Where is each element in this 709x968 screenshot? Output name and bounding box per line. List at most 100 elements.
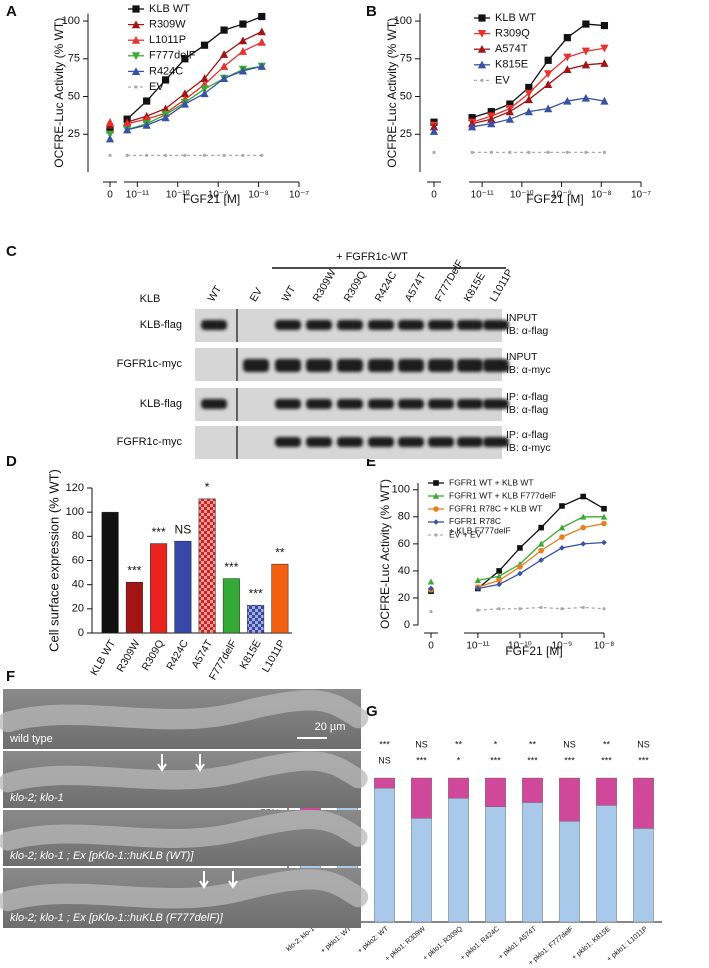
data-point (538, 547, 544, 554)
treatment-label: + FGFR1c-WT (336, 251, 408, 263)
data-point (238, 66, 248, 75)
blot-band (337, 359, 363, 372)
data-point (125, 153, 129, 157)
bar-segment (559, 821, 580, 923)
data-point (467, 122, 477, 131)
legend-marker (432, 492, 440, 499)
legend-label: R309W (149, 19, 186, 31)
data-point (505, 107, 515, 116)
data-point (560, 607, 564, 611)
caption: klo-2; klo-1 ; Ex [pKlo-1::huKLB (WT)] (10, 850, 194, 862)
data-point (105, 118, 115, 126)
x-axis-label: FGF21 [M] (526, 192, 583, 206)
lane-label: WT (280, 283, 299, 304)
data-point (476, 608, 480, 612)
significance: *** (416, 755, 427, 765)
lane-label: R424C (373, 269, 400, 304)
lane-label: K815E (462, 271, 488, 304)
caption: klo-2; klo-1 (10, 792, 64, 804)
data-point (600, 513, 608, 520)
lane-header: KLB (140, 293, 161, 305)
data-point (517, 545, 523, 551)
legend-marker (434, 533, 438, 537)
row-detail: IP: α-flag (506, 429, 548, 441)
x-tick-label: R309W (114, 638, 142, 674)
arrow (199, 871, 209, 889)
y-tick-label: 50 (400, 90, 412, 102)
bar-segment (448, 797, 469, 923)
legend-label: R424C (149, 65, 183, 77)
significance: *** (127, 563, 141, 577)
bar-segment (633, 828, 654, 923)
data-point (428, 585, 434, 592)
x-tick-label: L1011P (260, 638, 288, 675)
legend-marker (477, 30, 487, 38)
worm (0, 751, 368, 793)
significance: *** (490, 755, 501, 765)
data-point (580, 541, 586, 547)
legend-label: FGFR1 R78C + KLB WT (449, 503, 542, 513)
data-point (580, 493, 586, 500)
data-point (563, 34, 571, 42)
y-tick-label: 120 (66, 482, 84, 494)
blot-band (306, 399, 332, 409)
data-point (524, 107, 533, 116)
data-point (559, 503, 565, 509)
legend-label: F777delF (149, 50, 196, 62)
legend-marker (477, 45, 487, 53)
legend-marker (131, 20, 141, 29)
bar-segment (596, 777, 617, 806)
legend-label: KLB WT (495, 12, 536, 24)
bar-segment (633, 777, 654, 829)
blot-band (368, 399, 394, 409)
significance: * (457, 755, 461, 765)
data-point (123, 119, 132, 128)
x-tick-label: 0 (107, 190, 113, 201)
legend-marker (433, 519, 439, 525)
bar-segment (485, 777, 506, 807)
significance: NS (378, 755, 391, 765)
significance: NS (563, 739, 576, 749)
data-point (544, 56, 552, 64)
data-point (200, 41, 209, 49)
series-line (471, 62, 605, 125)
blot-band (398, 437, 424, 447)
blot-band (457, 359, 483, 372)
data-point (546, 150, 550, 154)
legend-marker (433, 480, 439, 486)
y-tick-label: 60 (72, 554, 84, 566)
data-point (602, 150, 607, 154)
significance: NS (175, 522, 192, 536)
data-point (508, 150, 512, 154)
data-point (601, 505, 607, 512)
data-point (581, 60, 591, 69)
legend-label: A574T (495, 43, 528, 55)
x-tick-label: + pklo1: L1011P (606, 925, 649, 963)
bar-segment (374, 777, 395, 789)
blot-band (457, 437, 483, 447)
legend-marker (131, 67, 141, 75)
data-point (258, 12, 266, 21)
blot-band (275, 359, 301, 372)
y-tick-label: 40 (398, 565, 410, 577)
data-point (518, 607, 522, 611)
bar-segment (596, 805, 617, 923)
bar (198, 498, 216, 634)
data-point (200, 85, 209, 94)
significance: ** (275, 545, 285, 559)
data-point (220, 26, 228, 34)
data-point (257, 62, 266, 70)
x-tick-label: + pklo1: R424C (459, 926, 501, 963)
x-axis-label: FGF21 [M] (183, 192, 240, 206)
significance: ** (603, 739, 611, 749)
x-tick-label: 10⁻⁷ (289, 190, 309, 201)
x-tick-label: 10⁻⁹ (208, 190, 229, 201)
lane-label: R309Q (342, 269, 369, 304)
x-tick-label: K815E (237, 638, 263, 671)
data-point (145, 153, 149, 157)
data-point (142, 121, 151, 129)
data-point (105, 134, 115, 143)
x-tick-label: 10⁻⁸ (591, 190, 612, 201)
x-tick-label: R309Q (140, 638, 167, 673)
